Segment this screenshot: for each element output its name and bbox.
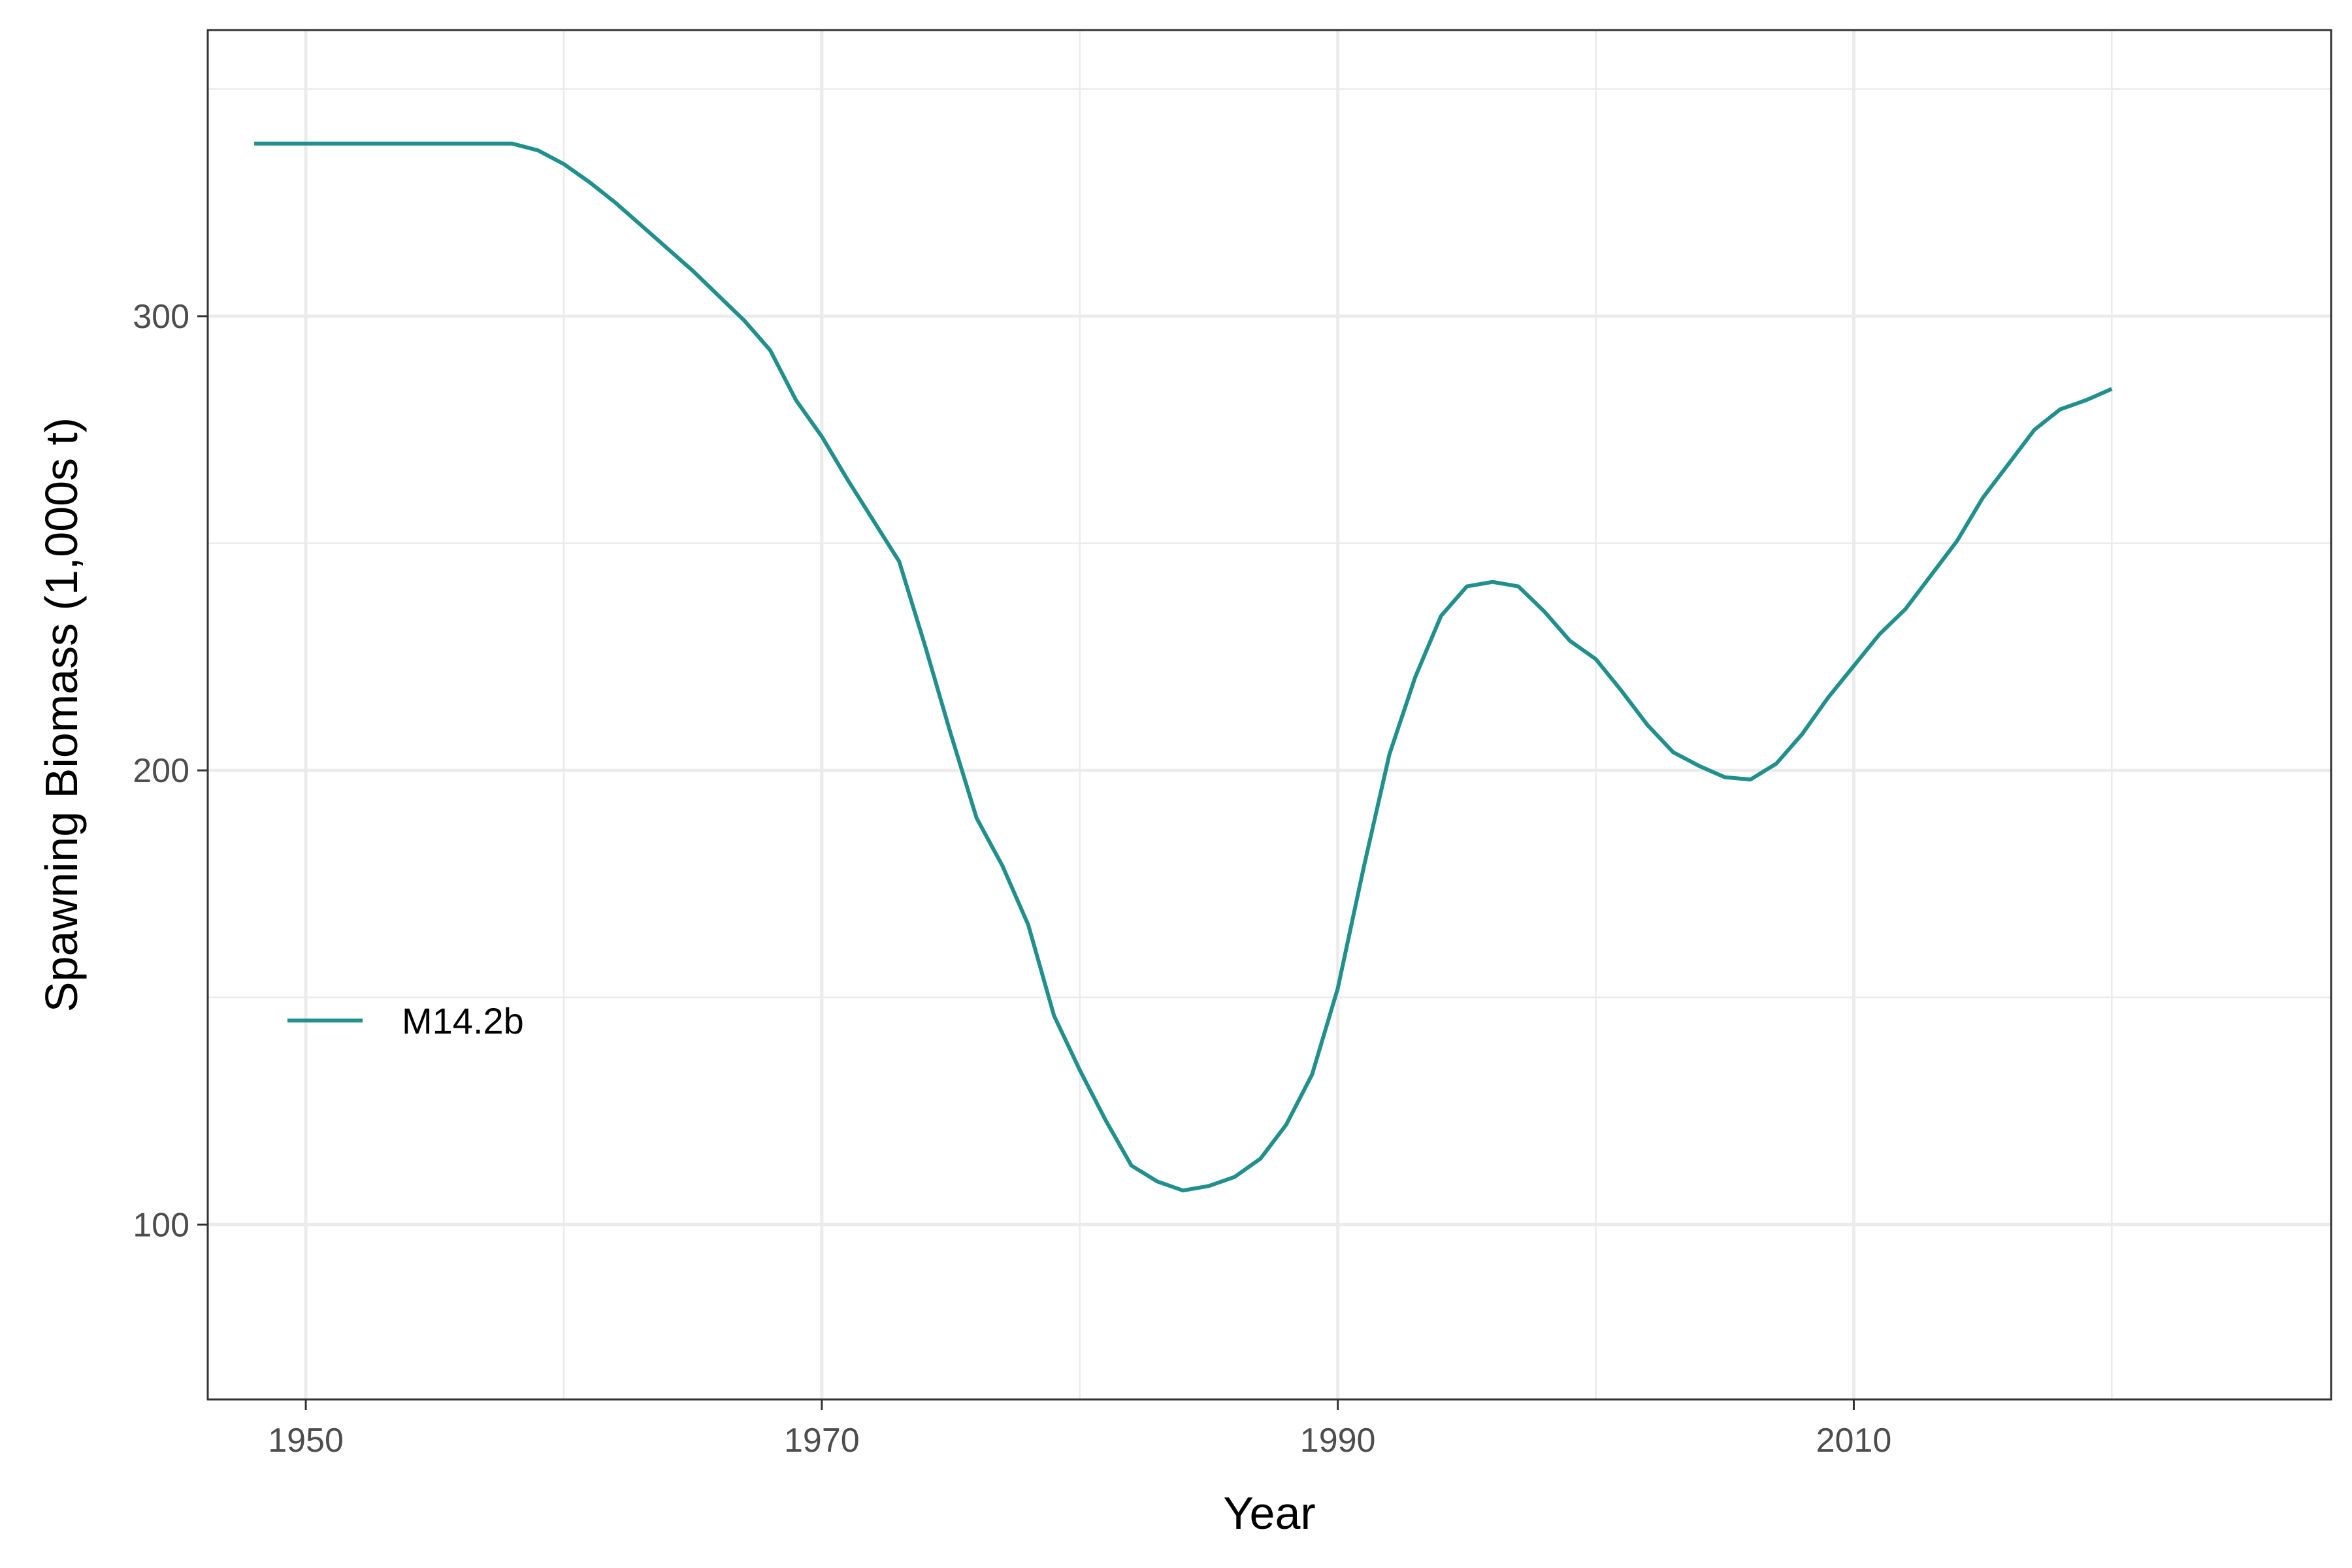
y-axis-title: Spawning Biomass (1,000s t) bbox=[36, 417, 87, 1012]
y-tick-label: 100 bbox=[133, 1206, 189, 1244]
series-line-m14-2b bbox=[254, 141, 2113, 1193]
legend-label-m14-2b: M14.2b bbox=[402, 1000, 524, 1041]
major-gridlines bbox=[208, 30, 2331, 1399]
x-axis-title: Year bbox=[1223, 1488, 1315, 1539]
x-tick-label: 1950 bbox=[268, 1422, 344, 1460]
series-layer bbox=[254, 141, 2113, 1193]
y-axis-ticks: 100 200 300 bbox=[133, 298, 208, 1244]
y-tick-label: 300 bbox=[133, 298, 189, 336]
panel-border bbox=[206, 29, 2332, 1401]
x-tick-label: 2010 bbox=[1816, 1422, 1892, 1460]
x-tick-label: 1990 bbox=[1300, 1422, 1376, 1460]
y-tick-label: 200 bbox=[133, 752, 189, 790]
legend: M14.2b bbox=[287, 1000, 524, 1041]
x-axis-ticks: 1950 1970 1990 2010 bbox=[268, 1399, 1891, 1460]
minor-gridlines bbox=[208, 30, 2331, 1399]
x-tick-label: 1970 bbox=[784, 1422, 860, 1460]
